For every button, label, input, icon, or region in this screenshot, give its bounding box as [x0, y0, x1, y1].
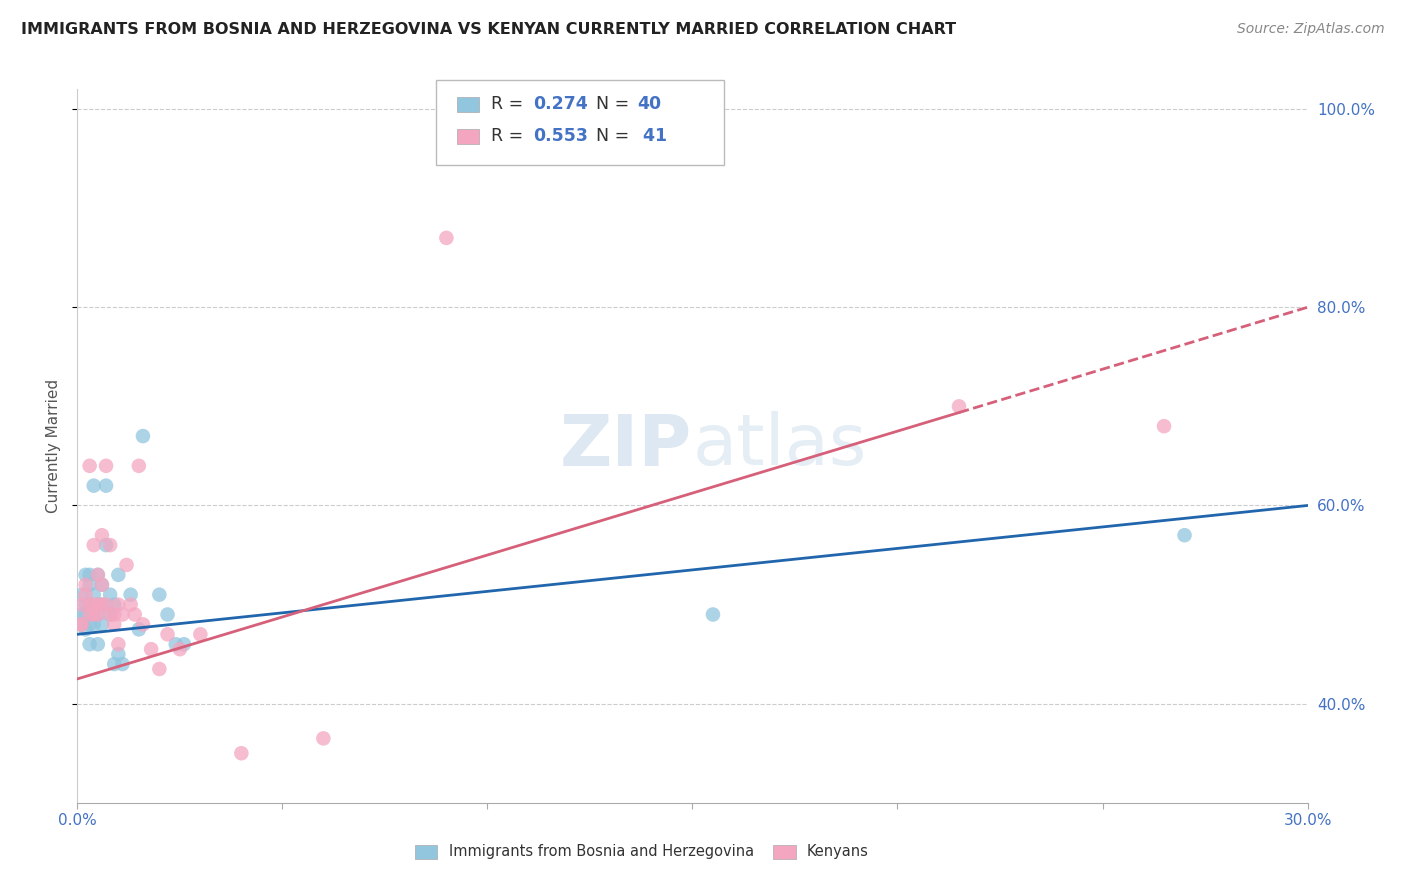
Point [103, 617, 125, 632]
Point [79, 607, 101, 622]
Point [1174, 528, 1197, 542]
Point [107, 598, 129, 612]
Point [70, 617, 93, 632]
Point [79, 617, 101, 632]
Point [79, 598, 101, 612]
Point [115, 558, 138, 572]
Point [83, 617, 105, 632]
Point [169, 642, 191, 657]
Point [132, 429, 155, 443]
Text: R =: R = [491, 95, 529, 113]
Point [79, 578, 101, 592]
Point [83, 478, 105, 492]
Point [90, 598, 114, 612]
Point [83, 598, 105, 612]
Point [70, 617, 93, 632]
Point [87, 637, 110, 651]
Point [70, 607, 93, 622]
Text: 0.553: 0.553 [533, 128, 588, 145]
Point [70, 598, 93, 612]
Point [83, 607, 105, 622]
Point [90, 528, 114, 542]
Point [70, 588, 93, 602]
Point [148, 662, 170, 676]
Point [90, 617, 114, 632]
Point [103, 607, 125, 622]
Point [94, 478, 117, 492]
Text: IMMIGRANTS FROM BOSNIA AND HERZEGOVINA VS KENYAN CURRENTLY MARRIED CORRELATION C: IMMIGRANTS FROM BOSNIA AND HERZEGOVINA V… [21, 22, 956, 37]
Point [70, 617, 93, 632]
Point [173, 637, 195, 651]
Point [107, 567, 129, 582]
Text: N =: N = [596, 128, 636, 145]
Point [107, 647, 129, 661]
Point [98, 538, 121, 552]
Point [188, 627, 212, 641]
Point [156, 607, 179, 622]
Point [75, 578, 97, 592]
Text: R =: R = [491, 128, 529, 145]
Point [79, 458, 101, 473]
Point [90, 598, 114, 612]
Text: 0.274: 0.274 [533, 95, 588, 113]
Point [90, 578, 114, 592]
Point [948, 400, 970, 414]
Point [75, 588, 97, 602]
Point [128, 623, 150, 637]
Point [107, 637, 129, 651]
Point [87, 567, 110, 582]
Point [79, 598, 101, 612]
Point [141, 642, 163, 657]
Point [312, 731, 335, 746]
Point [94, 598, 117, 612]
Point [83, 588, 105, 602]
Point [75, 623, 97, 637]
Point [75, 607, 97, 622]
Text: Immigrants from Bosnia and Herzegovina: Immigrants from Bosnia and Herzegovina [449, 845, 754, 859]
Point [94, 538, 117, 552]
Text: ZIP: ZIP [560, 411, 693, 481]
Text: 41: 41 [637, 128, 666, 145]
Point [132, 617, 155, 632]
Point [165, 637, 187, 651]
Text: Source: ZipAtlas.com: Source: ZipAtlas.com [1237, 22, 1385, 37]
Point [90, 578, 114, 592]
Point [156, 627, 179, 641]
Point [83, 538, 105, 552]
Point [87, 607, 110, 622]
Point [111, 657, 134, 671]
Point [98, 607, 121, 622]
Text: Kenyans: Kenyans [807, 845, 869, 859]
Point [75, 567, 97, 582]
Point [1153, 419, 1175, 434]
Point [75, 598, 97, 612]
Point [436, 231, 458, 245]
Text: 40: 40 [637, 95, 661, 113]
Text: N =: N = [596, 95, 636, 113]
Point [128, 458, 150, 473]
Point [124, 607, 146, 622]
Point [87, 598, 110, 612]
Point [87, 598, 110, 612]
Point [87, 607, 110, 622]
Point [98, 607, 121, 622]
Point [79, 567, 101, 582]
Text: atlas: atlas [693, 411, 868, 481]
Point [111, 607, 134, 622]
Point [120, 598, 142, 612]
Point [94, 458, 117, 473]
Point [702, 607, 724, 622]
Point [103, 657, 125, 671]
Point [148, 588, 170, 602]
Y-axis label: Currently Married: Currently Married [46, 379, 62, 513]
Point [79, 637, 101, 651]
Point [98, 588, 121, 602]
Point [103, 598, 125, 612]
Point [120, 588, 142, 602]
Point [231, 746, 253, 760]
Point [87, 567, 110, 582]
